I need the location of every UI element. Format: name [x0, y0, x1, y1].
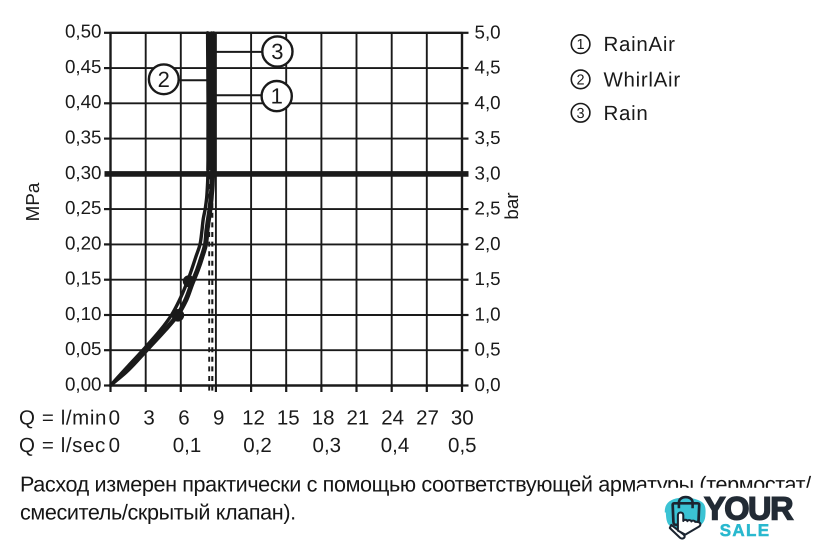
svg-text:0,35: 0,35	[65, 127, 102, 148]
svg-text:0,15: 0,15	[65, 268, 102, 289]
svg-text:0,5: 0,5	[448, 434, 477, 457]
svg-text:2,5: 2,5	[475, 198, 501, 219]
svg-text:0,20: 0,20	[65, 232, 102, 253]
svg-text:4,0: 4,0	[475, 92, 501, 113]
svg-text:3: 3	[143, 407, 154, 430]
svg-text:0,25: 0,25	[65, 197, 102, 218]
svg-text:0,10: 0,10	[65, 303, 102, 324]
svg-text:0,3: 0,3	[313, 434, 342, 457]
svg-text:0,4: 0,4	[381, 434, 410, 457]
svg-text:2,0: 2,0	[475, 233, 501, 254]
svg-text:30: 30	[451, 407, 474, 430]
svg-text:1,0: 1,0	[475, 304, 501, 325]
svg-text:12: 12	[242, 407, 265, 430]
svg-text:SALE: SALE	[720, 521, 771, 540]
svg-text:0,00: 0,00	[65, 373, 102, 394]
svg-text:21: 21	[346, 407, 369, 430]
svg-text:1,5: 1,5	[475, 268, 501, 289]
svg-text:0,05: 0,05	[65, 338, 102, 359]
svg-text:0,50: 0,50	[65, 21, 102, 42]
svg-text:Q = l/min: Q = l/min	[19, 407, 107, 430]
svg-text:0,5: 0,5	[475, 339, 501, 360]
svg-text:0: 0	[109, 434, 120, 457]
svg-text:18: 18	[312, 407, 335, 430]
svg-text:9: 9	[213, 407, 224, 430]
svg-text:смеситель/скрытый клапан).: смеситель/скрытый клапан).	[20, 500, 296, 525]
svg-text:Q = l/sec: Q = l/sec	[19, 434, 106, 457]
svg-text:0,45: 0,45	[65, 56, 102, 77]
svg-text:WhirlAir: WhirlAir	[604, 69, 681, 92]
svg-text:4,5: 4,5	[475, 57, 501, 78]
svg-text:RainAir: RainAir	[604, 33, 676, 56]
svg-text:1: 1	[271, 84, 283, 109]
svg-text:3: 3	[271, 39, 283, 64]
svg-text:bar: bar	[501, 192, 522, 219]
svg-text:2: 2	[158, 67, 170, 92]
svg-text:YOUR: YOUR	[704, 491, 793, 527]
svg-text:0,1: 0,1	[173, 434, 202, 457]
svg-text:Rain: Rain	[604, 102, 649, 125]
svg-text:MPa: MPa	[22, 182, 43, 221]
svg-text:0,0: 0,0	[475, 374, 501, 395]
svg-text:5,0: 5,0	[475, 21, 501, 42]
svg-text:3: 3	[577, 106, 585, 122]
svg-text:27: 27	[416, 407, 439, 430]
svg-text:1: 1	[577, 37, 585, 53]
svg-text:2: 2	[577, 73, 585, 89]
svg-text:0,30: 0,30	[65, 162, 102, 183]
svg-text:24: 24	[381, 407, 404, 430]
svg-text:0,40: 0,40	[65, 91, 102, 112]
svg-text:0,2: 0,2	[243, 434, 272, 457]
svg-text:3,0: 3,0	[475, 162, 501, 183]
svg-text:6: 6	[178, 407, 189, 430]
svg-text:0: 0	[109, 407, 120, 430]
svg-text:15: 15	[277, 407, 300, 430]
svg-text:3,5: 3,5	[475, 127, 501, 148]
